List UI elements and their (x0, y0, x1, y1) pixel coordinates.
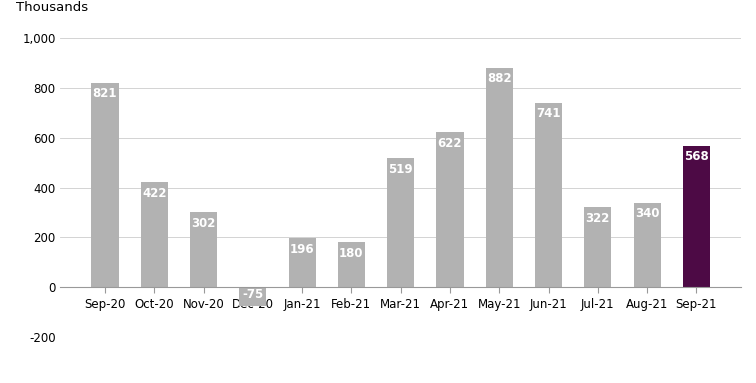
Text: 568: 568 (684, 150, 709, 163)
Bar (535, 103, 562, 287)
Text: 340: 340 (635, 207, 659, 220)
Bar (239, 287, 266, 306)
Text: Thousands: Thousands (17, 2, 88, 15)
Bar (485, 68, 513, 287)
Text: 302: 302 (191, 216, 215, 229)
Text: 180: 180 (339, 247, 364, 260)
Text: -75: -75 (242, 288, 263, 301)
Text: 741: 741 (536, 107, 561, 120)
Text: 196: 196 (290, 243, 314, 256)
Bar (91, 83, 119, 287)
Bar (584, 207, 612, 287)
Bar (289, 239, 316, 287)
Bar (436, 133, 463, 287)
Bar (190, 212, 217, 287)
Bar (387, 158, 414, 287)
Text: 882: 882 (487, 72, 512, 85)
Text: 821: 821 (93, 87, 117, 100)
Bar (634, 203, 661, 287)
Text: 422: 422 (142, 187, 166, 200)
Text: 622: 622 (438, 137, 462, 150)
Bar (683, 146, 710, 287)
Text: 519: 519 (389, 162, 413, 175)
Text: 322: 322 (586, 211, 610, 224)
Bar (338, 242, 365, 287)
Bar (141, 182, 168, 287)
